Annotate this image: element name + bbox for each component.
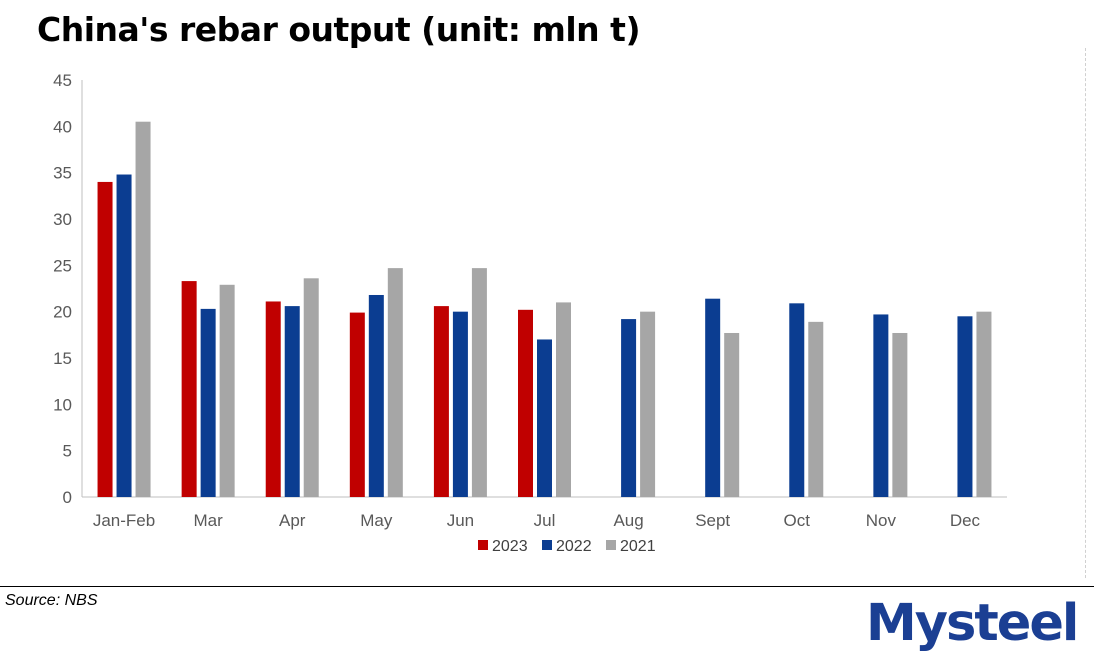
legend-label: 2023 bbox=[492, 538, 528, 555]
x-tick-label: Oct bbox=[784, 511, 811, 530]
bar-2021-oct bbox=[808, 321, 824, 497]
source-note: Source: NBS bbox=[5, 592, 98, 609]
y-tick-label: 35 bbox=[53, 164, 72, 183]
bar-2022-nov bbox=[873, 314, 889, 497]
legend-label: 2021 bbox=[620, 538, 656, 555]
x-tick-label: May bbox=[360, 511, 393, 530]
bar-2021-aug bbox=[640, 311, 656, 497]
bar-2022-apr bbox=[284, 306, 300, 497]
bar-2023-jan-feb bbox=[97, 181, 113, 497]
bar-2021-dec bbox=[976, 311, 992, 497]
bar-marks bbox=[97, 121, 992, 497]
x-tick-label: Dec bbox=[950, 511, 981, 530]
chart-title: China's rebar output (unit: mln t) bbox=[37, 10, 641, 49]
bar-2023-may bbox=[349, 312, 365, 497]
y-tick-label: 30 bbox=[53, 210, 72, 229]
x-tick-label: Jul bbox=[534, 511, 556, 530]
bar-2022-sept bbox=[705, 298, 721, 497]
y-axis-ticks: 0 5 10 15 20 25 30 35 40 45 bbox=[53, 71, 72, 507]
bar-2021-nov bbox=[892, 332, 908, 497]
bar-2023-mar bbox=[181, 281, 197, 497]
bar-2022-mar bbox=[200, 308, 216, 497]
y-tick-label: 40 bbox=[53, 117, 72, 136]
bar-2021-mar bbox=[219, 284, 235, 497]
bar-2021-jun bbox=[471, 268, 487, 497]
y-tick-label: 15 bbox=[53, 349, 72, 368]
bar-chart: 0 5 10 15 20 25 30 35 40 45 Jan-Feb Mar Apr May Jun Ju… bbox=[53, 71, 1007, 555]
bar-2022-jun bbox=[452, 311, 468, 497]
y-tick-label: 25 bbox=[53, 256, 72, 275]
x-tick-label: Sept bbox=[695, 511, 730, 530]
right-border-line bbox=[1085, 48, 1087, 578]
legend: 2023 2022 2021 bbox=[478, 538, 656, 555]
bar-2021-sept bbox=[724, 332, 740, 497]
x-tick-label: Jan-Feb bbox=[93, 511, 155, 530]
bar-2022-aug bbox=[621, 319, 637, 497]
bar-2021-may bbox=[387, 268, 403, 497]
bar-2023-apr bbox=[265, 301, 281, 497]
legend-swatch-2021 bbox=[606, 540, 616, 550]
x-tick-label: Mar bbox=[193, 511, 223, 530]
mysteel-logo: Mysteel bbox=[866, 594, 1079, 653]
bar-2023-jun bbox=[433, 306, 449, 497]
bar-2021-apr bbox=[303, 278, 319, 497]
bar-2022-may bbox=[368, 294, 384, 497]
x-axis-labels: Jan-Feb Mar Apr May Jun Jul Aug Sept Oct Nov Dec bbox=[93, 511, 981, 530]
y-tick-label: 45 bbox=[53, 71, 72, 90]
footer-divider bbox=[0, 586, 1094, 587]
bar-2021-jan-feb bbox=[135, 121, 151, 497]
bar-2021-jul bbox=[556, 302, 571, 497]
legend-swatch-2023 bbox=[478, 540, 488, 550]
y-tick-label: 5 bbox=[63, 442, 72, 461]
bar-2022-jan-feb bbox=[116, 174, 132, 497]
bar-2023-jul bbox=[518, 309, 533, 497]
bar-2022-jul bbox=[537, 339, 552, 497]
y-tick-label: 0 bbox=[63, 488, 72, 507]
x-tick-label: Aug bbox=[613, 511, 643, 530]
y-tick-label: 10 bbox=[53, 395, 72, 414]
bar-2022-dec bbox=[957, 316, 973, 497]
legend-label: 2022 bbox=[556, 538, 592, 555]
x-tick-label: Jun bbox=[447, 511, 474, 530]
legend-swatch-2022 bbox=[542, 540, 552, 550]
x-tick-label: Apr bbox=[279, 511, 306, 530]
x-tick-label: Nov bbox=[866, 511, 897, 530]
y-tick-label: 20 bbox=[53, 303, 72, 322]
bar-2022-oct bbox=[789, 303, 805, 497]
